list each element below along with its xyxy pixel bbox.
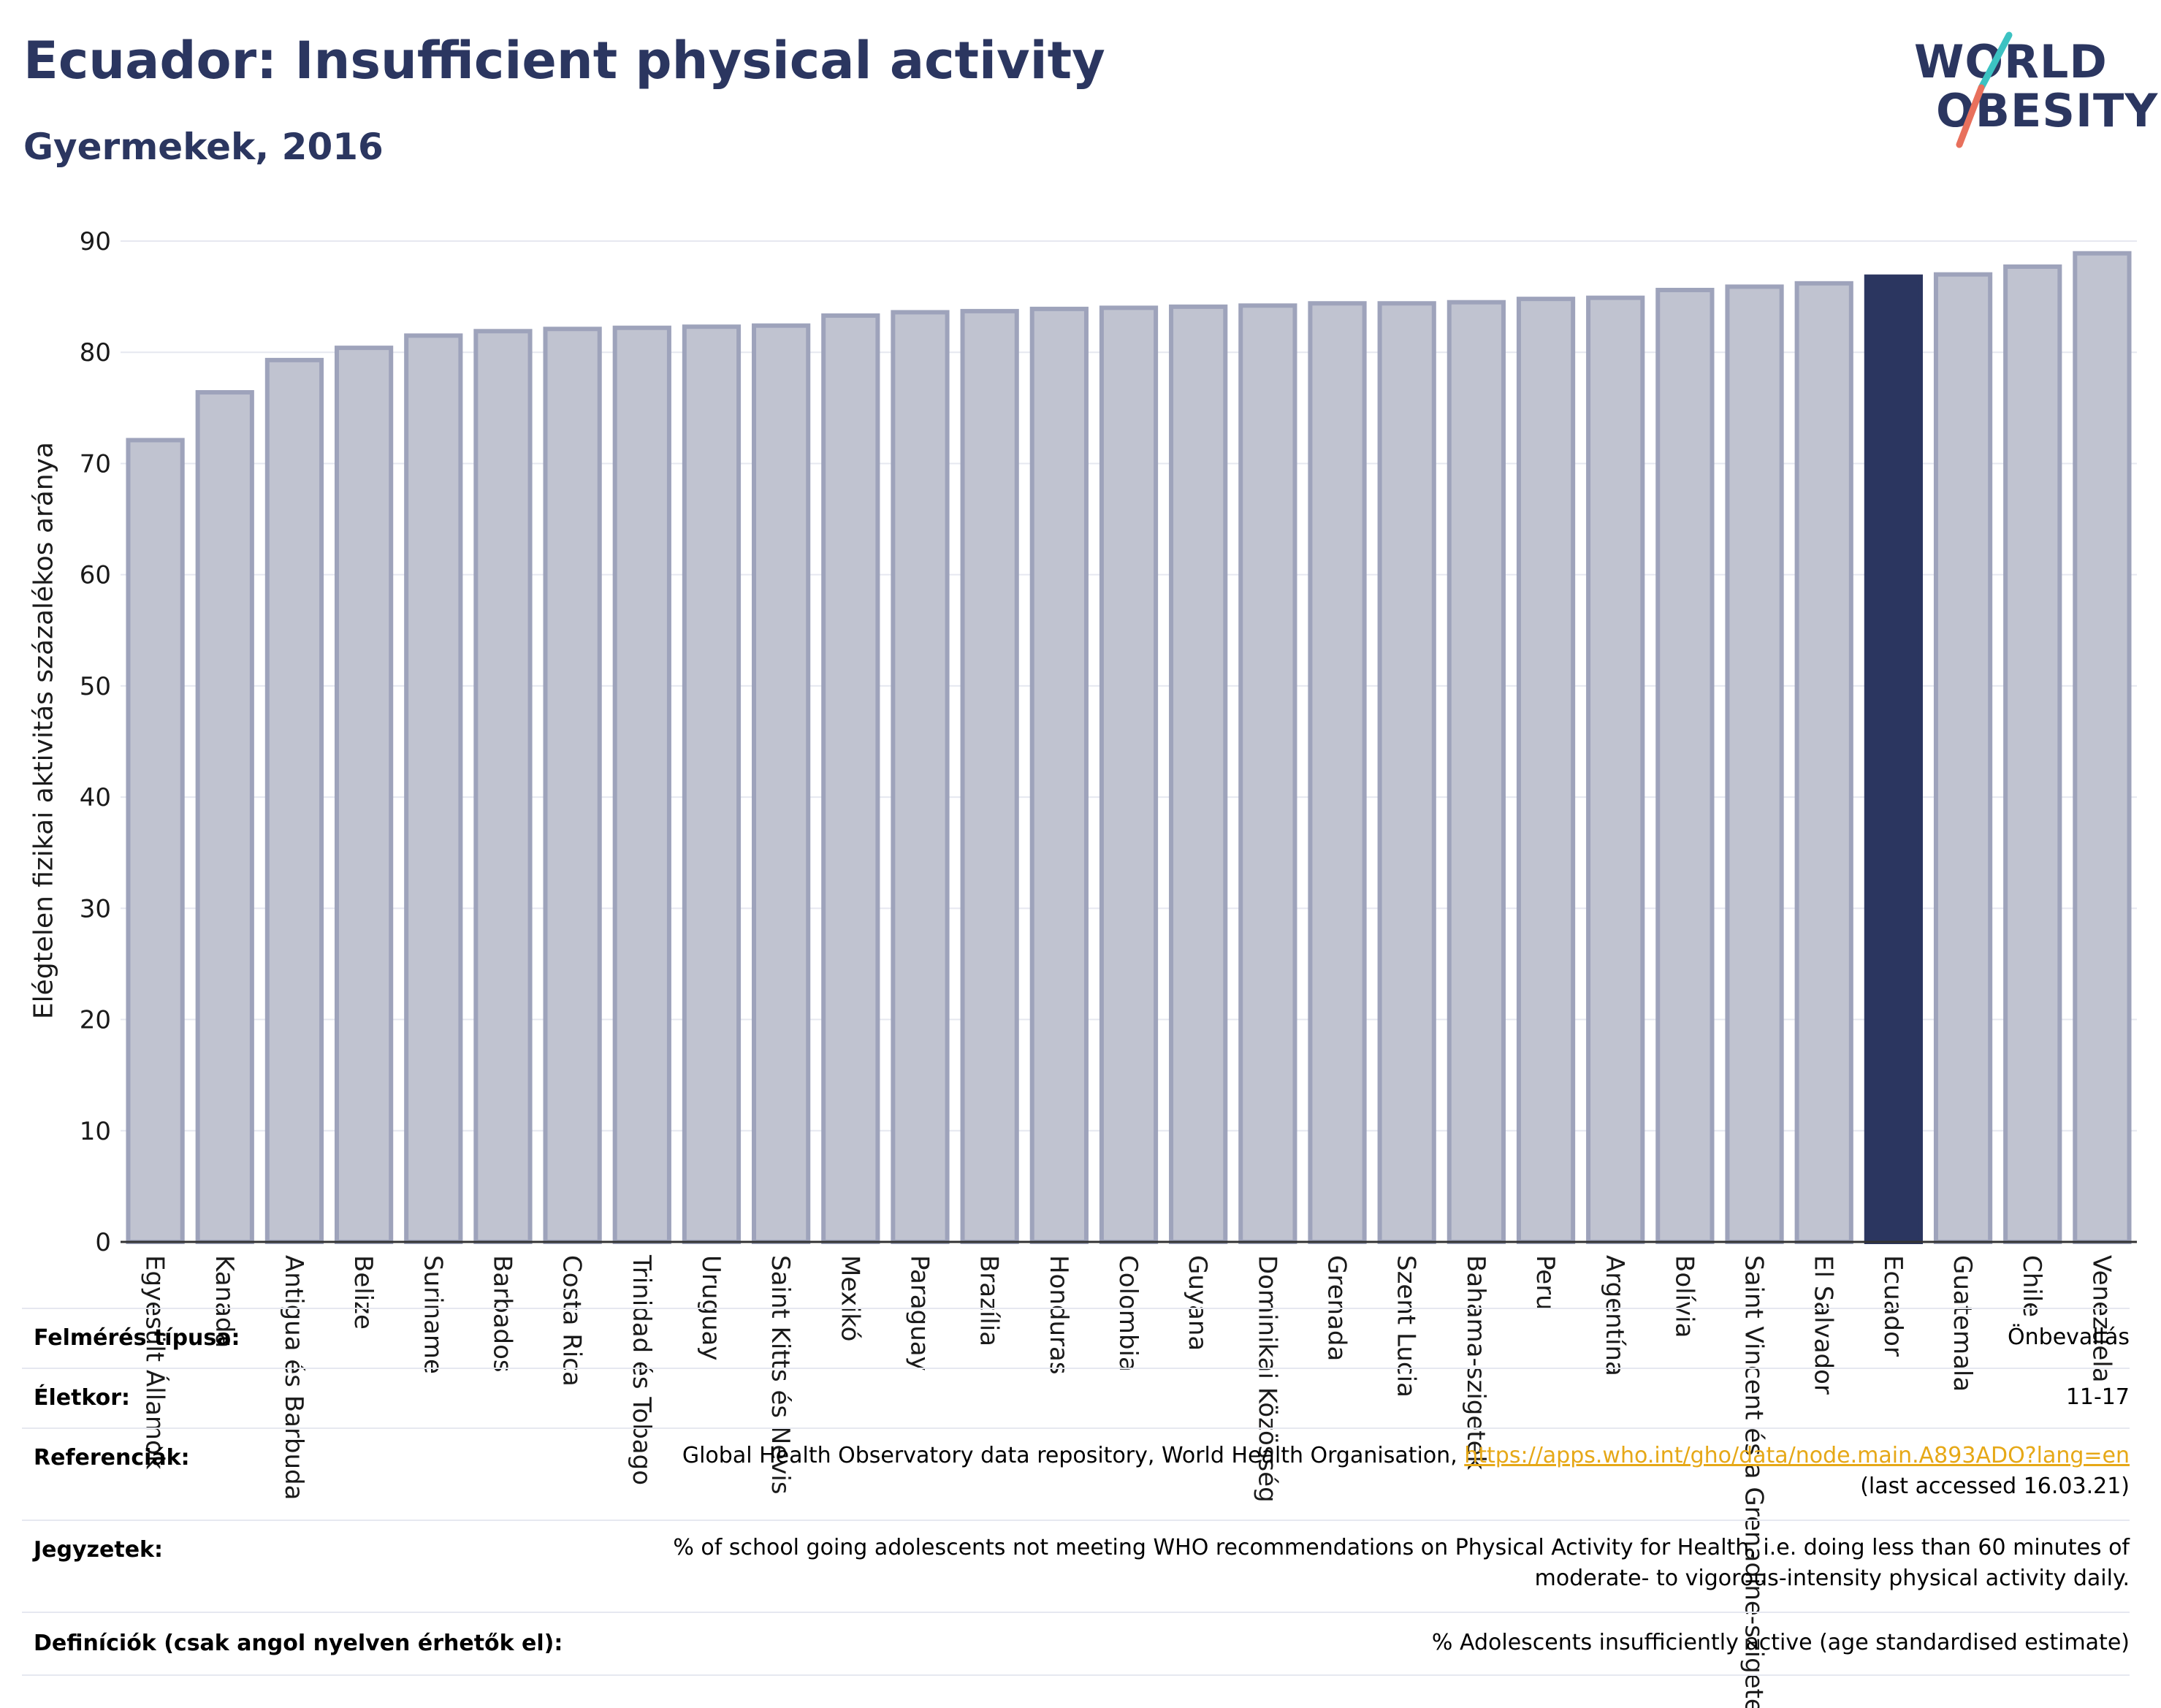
bar-trinidad-és-tobago <box>612 325 671 1245</box>
x-tick-label: Kanada <box>210 1255 239 1348</box>
y-tick-label: 10 <box>80 1117 111 1146</box>
bar-brazília <box>960 308 1019 1244</box>
x-tick-label: Guatemala <box>1948 1255 1977 1392</box>
x-tick-label: Saint Kitts és Nevis <box>766 1255 795 1495</box>
x-tick-label: Bahama-szigetek <box>1461 1255 1490 1471</box>
x-tick-label: Venezuela <box>2086 1255 2116 1383</box>
x-tick-label: Szent Lucia <box>1392 1255 1421 1398</box>
x-tick-label: Antigua és Barbuda <box>279 1255 308 1500</box>
bar-egyesült-államok <box>126 438 185 1244</box>
x-tick-label: Belize <box>348 1255 378 1330</box>
y-tick-label: 80 <box>80 338 111 367</box>
meta-row-age: Életkor: 11-17 <box>22 1368 2130 1427</box>
world-obesity-logo: WORLD OBESITY <box>1907 29 2157 153</box>
bar-colombia <box>1099 305 1159 1244</box>
y-tick-label: 0 <box>95 1228 111 1257</box>
bar-grenada <box>1308 301 1367 1245</box>
meta-label: Felmérés típusa: <box>34 1325 240 1351</box>
bar-venezuela <box>2073 251 2132 1245</box>
x-tick-label: Dominikai Közösség <box>1252 1255 1281 1503</box>
bar-bahama-szigetek <box>1447 300 1506 1245</box>
bar-antigua-és-barbuda <box>264 357 324 1244</box>
y-tick-label: 40 <box>80 783 111 812</box>
logo-slash-icon <box>1956 31 2013 148</box>
x-tick-label: Paraguay <box>904 1255 934 1371</box>
meta-value: % Adolescents insufficiently active (age… <box>1431 1630 2130 1655</box>
bar-chile <box>2003 264 2062 1244</box>
bar-belize <box>334 346 394 1245</box>
x-tick-label: Peru <box>1531 1255 1560 1311</box>
x-tick-label: Trinidad és Tobago <box>627 1254 656 1485</box>
y-tick-label: 70 <box>80 449 111 479</box>
x-tick-label: Bolívia <box>1669 1255 1699 1338</box>
x-tick-label: Colombia <box>1113 1255 1143 1372</box>
bar-suriname <box>404 333 463 1244</box>
reference-accessed: (last accessed 16.03.21) <box>1860 1473 2130 1499</box>
x-tick-label: Ecuador <box>1878 1255 1907 1357</box>
meta-label: Referenciák: <box>34 1445 190 1471</box>
x-tick-label: Costa Rica <box>557 1255 587 1387</box>
bar-mexikó <box>821 313 880 1244</box>
notes-line-2: moderate- to vigorous-intensity physical… <box>1534 1566 2130 1591</box>
chart-subtitle: Gyermekek, 2016 <box>23 126 384 168</box>
y-tick-label: 90 <box>80 227 111 256</box>
x-tick-label: Guyana <box>1183 1255 1212 1351</box>
x-tick-label: Argentína <box>1600 1255 1629 1376</box>
bar-saint-kitts-és-nevis <box>752 323 811 1245</box>
x-tick-label: Egyesült Államok <box>140 1255 170 1470</box>
meta-row-notes: Jegyzetek: % of school going adolescents… <box>22 1520 2130 1612</box>
meta-label: Életkor: <box>34 1385 131 1411</box>
bar-el-salvador <box>1794 281 1853 1244</box>
y-tick-label: 20 <box>80 1006 111 1035</box>
bar-uruguay <box>682 324 742 1245</box>
meta-row-definitions: Definíciók (csak angol nyelven érhetők e… <box>22 1612 2130 1676</box>
x-tick-label: El Salvador <box>1809 1255 1838 1395</box>
x-tick-label: Barbados <box>487 1255 517 1373</box>
x-tick-label: Honduras <box>1044 1255 1073 1375</box>
bar-dominikai-közösség <box>1238 303 1297 1244</box>
meta-value: 11-17 <box>2065 1384 2130 1410</box>
bar-bolívia <box>1655 287 1715 1244</box>
x-tick-label: Chile <box>2017 1255 2046 1317</box>
chart-title: Ecuador: Insufficient physical activity <box>23 31 1105 91</box>
meta-row-survey-type: Felmérés típusa: Önbevallás <box>22 1308 2130 1368</box>
bar-barbados <box>473 329 533 1244</box>
meta-row-references: Referenciák: Global Health Observatory d… <box>22 1427 2130 1520</box>
bar-szent-lucia <box>1377 301 1436 1245</box>
x-tick-label: Brazília <box>975 1255 1004 1346</box>
bar-argentína <box>1586 295 1645 1245</box>
bar-ecuador <box>1864 274 1924 1245</box>
reference-text: Global Health Observatory data repositor… <box>682 1443 1465 1468</box>
x-tick-label: Saint Vincent és a Grenadine-szigetek <box>1739 1255 1769 1708</box>
bar-paraguay <box>891 310 950 1244</box>
metadata-table: Felmérés típusa: Önbevallás Életkor: 11-… <box>22 1308 2130 1676</box>
bar-saint-vincent-és-a-grenadine-szigetek <box>1725 284 1784 1244</box>
y-tick-label: 60 <box>80 561 111 590</box>
bar-costa-rica <box>543 327 602 1244</box>
bar-kanada <box>195 390 254 1244</box>
notes-line-1: % of school going adolescents not meetin… <box>673 1535 2130 1560</box>
bar-guyana <box>1169 304 1228 1244</box>
x-tick-label: Suriname <box>418 1255 447 1374</box>
y-tick-label: 50 <box>80 672 111 701</box>
meta-value: Önbevallás <box>2008 1324 2130 1350</box>
meta-label: Jegyzetek: <box>34 1537 163 1563</box>
bar-honduras <box>1029 306 1089 1244</box>
bar-peru <box>1516 297 1576 1245</box>
meta-label: Definíciók (csak angol nyelven érhetők e… <box>34 1631 563 1656</box>
y-tick-label: 30 <box>80 894 111 923</box>
reference-link[interactable]: https://apps.who.int/gho/data/node.main.… <box>1464 1443 2130 1468</box>
x-tick-label: Mexikó <box>835 1255 864 1342</box>
logo-word-1: WORLD <box>1914 35 2108 88</box>
bar-chart: 0 10 20 30 40 50 60 70 80 90 Egyesült Államok Kana… <box>80 227 2137 1708</box>
bar-guatemala <box>1933 272 1993 1245</box>
